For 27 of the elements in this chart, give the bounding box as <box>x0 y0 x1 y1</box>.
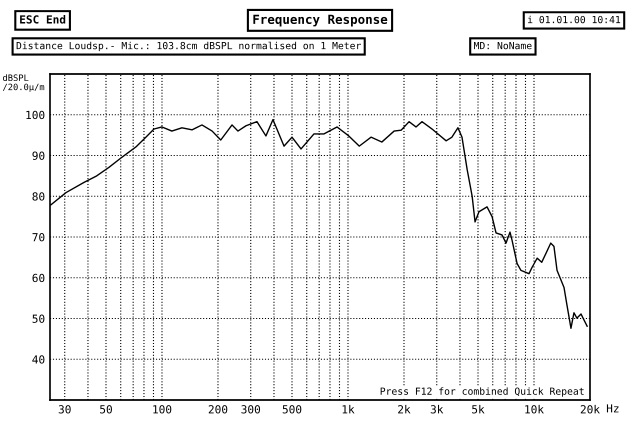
y-tick-label: 80 <box>32 192 44 201</box>
x-tick-label: 5k <box>472 404 485 414</box>
text: MD: NoName <box>474 42 532 50</box>
text: i 01.01.00 10:41 <box>528 16 620 24</box>
x-tick-label: 20k <box>580 404 600 414</box>
y-axis-title: dBSPL /20.0µ/m <box>2 74 44 92</box>
y-tick-label: 60 <box>32 274 44 282</box>
x-tick-label: 10k <box>525 404 544 414</box>
text: ESC End <box>20 15 66 24</box>
x-tick-label: 30 <box>58 405 71 414</box>
y-tick-label: 40 <box>32 355 44 364</box>
chart-title: Frequency Response <box>253 14 388 26</box>
x-tick-label: 100 <box>153 405 172 414</box>
chart-subtitle: Distance Loudsp.- Mic.: 103.8cm dBSPL normalised on 1 Meter <box>16 42 361 52</box>
x-tick-label: 2k <box>398 404 411 414</box>
x-tick-label: 500 <box>282 405 302 414</box>
x-tick-label: 3k <box>430 404 444 414</box>
y-tick-label: 100 <box>26 110 44 120</box>
y-tick-label: 50 <box>32 314 44 323</box>
x-tick-label: 1k <box>342 404 355 414</box>
x-axis-title: Hz <box>606 404 619 412</box>
annotation: Press F12 for combined Quick Repeat <box>380 387 584 397</box>
y-tick-label: 70 <box>32 233 44 242</box>
x-tick-label: 50 <box>100 405 112 414</box>
y-tick-label: 90 <box>32 152 44 160</box>
x-tick-label: 300 <box>241 405 260 414</box>
x-tick-label: 200 <box>208 405 228 414</box>
